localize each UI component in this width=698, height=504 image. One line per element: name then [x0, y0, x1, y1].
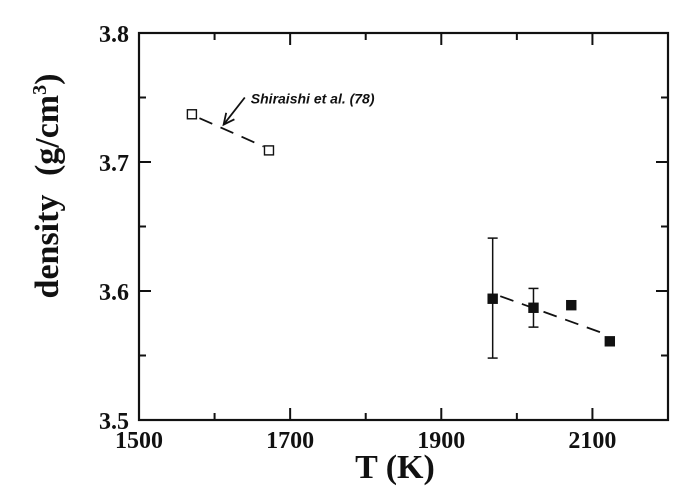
fit-line — [199, 117, 265, 148]
y-axis-title-unit-sup: 3 — [29, 85, 51, 95]
x-tick-label: 1500 — [115, 428, 163, 454]
filled-square-point — [604, 336, 616, 347]
filled-square-point — [487, 293, 498, 304]
y-axis-title: density (g/cm3) — [29, 74, 66, 299]
filled-square-point — [566, 299, 577, 311]
x-tick-label: 1700 — [266, 428, 314, 454]
open-square-point — [263, 145, 275, 156]
plot-frame — [137, 31, 670, 422]
x-axis-title: T (K) — [355, 449, 435, 486]
y-tick-label: 3.6 — [99, 280, 129, 306]
annotation-arrow-head — [222, 112, 235, 127]
filled-square-point — [528, 302, 539, 313]
open-square-point — [186, 109, 198, 120]
y-axis-title-unit-close: ) — [29, 74, 66, 85]
annotation-label: Shiraishi et al. (78) — [251, 91, 375, 107]
x-tick-label: 1900 — [417, 428, 465, 454]
fit-line — [499, 295, 608, 336]
x-tick-label: 2100 — [568, 428, 616, 454]
y-axis-title-main: density — [29, 195, 66, 299]
annotation-arrow-line — [222, 96, 246, 126]
y-tick-label: 3.8 — [99, 22, 129, 48]
y-axis-title-unit: (g/cm — [29, 95, 66, 176]
y-tick-label: 3.7 — [99, 151, 129, 177]
y-tick-label: 3.5 — [99, 409, 129, 435]
